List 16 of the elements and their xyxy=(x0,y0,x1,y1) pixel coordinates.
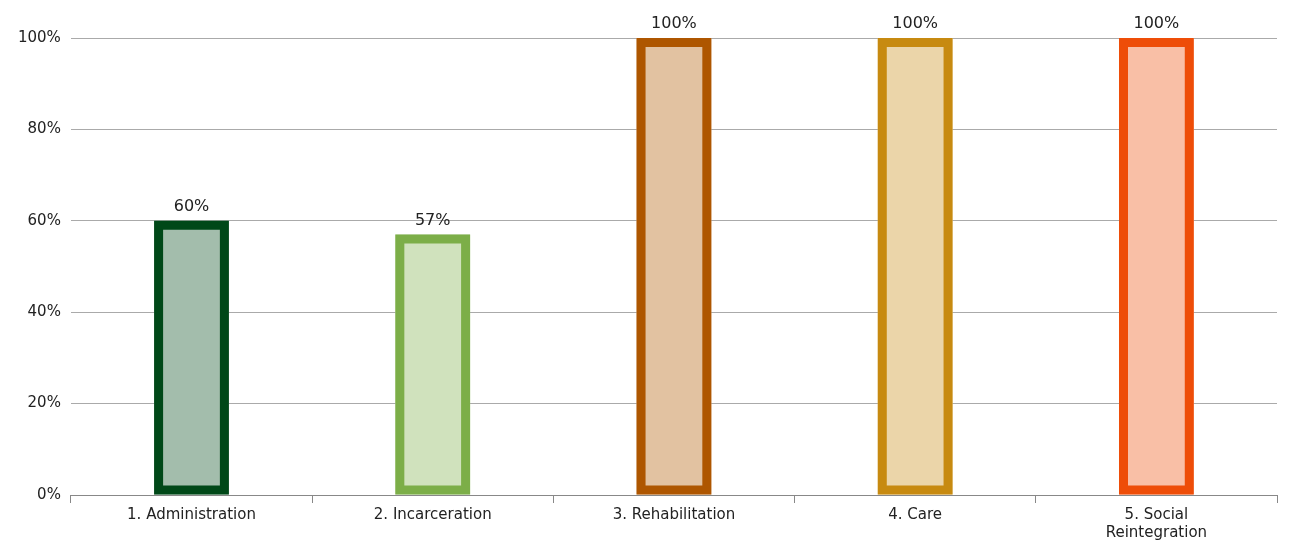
y-tick-label: 0% xyxy=(37,484,61,503)
x-tick-label: 5. Social Reintegration xyxy=(1105,504,1208,541)
data-label: 60% xyxy=(173,195,210,215)
x-tick-label: 1. Administration xyxy=(127,504,256,523)
x-tick-label: 3. Rehabilitation xyxy=(612,504,736,523)
data-label: 57% xyxy=(414,209,451,229)
x-tick-label: 2. Incarceration xyxy=(373,504,492,523)
y-tick-label: 20% xyxy=(27,393,61,412)
data-label: 100% xyxy=(651,13,697,33)
y-tick-label: 100% xyxy=(17,27,61,46)
y-tick-label: 60% xyxy=(27,210,61,229)
data-label: 100% xyxy=(892,13,939,33)
x-tick-label: 4. Care xyxy=(888,504,943,523)
y-tick-label: 40% xyxy=(27,302,61,321)
y-tick-label: 80% xyxy=(27,119,61,138)
data-label: 100% xyxy=(1133,13,1180,33)
